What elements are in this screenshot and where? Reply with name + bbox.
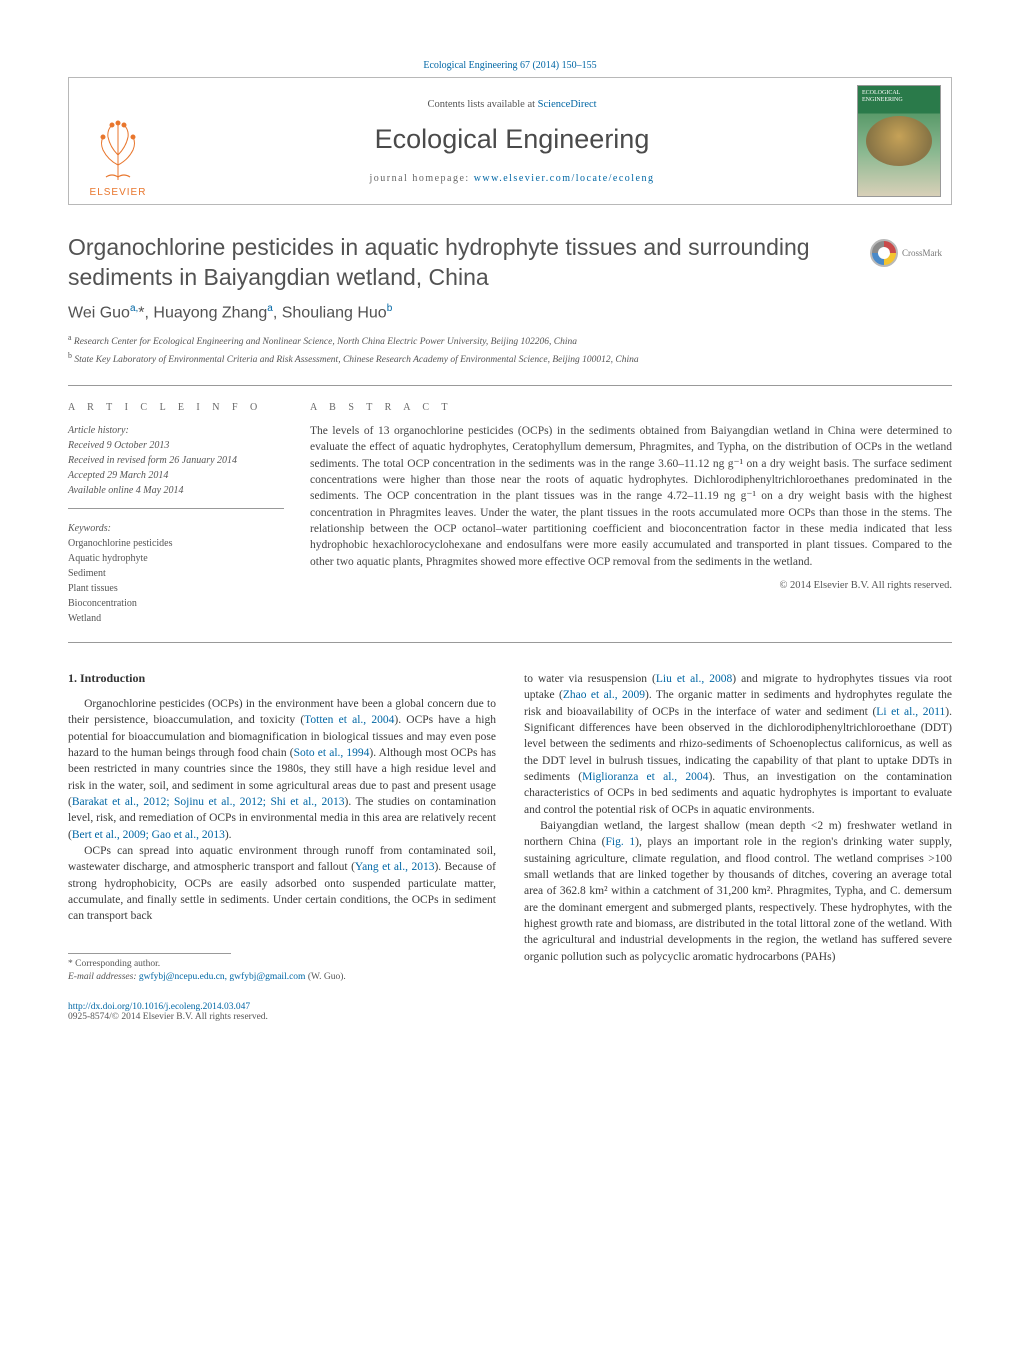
publisher-logo: ELSEVIER [69,78,167,204]
keyword: Bioconcentration [68,596,284,611]
author-list: Wei Guoa,*, Huayong Zhanga, Shouliang Hu… [68,303,952,322]
affiliation-a: a Research Center for Ecological Enginee… [68,332,952,349]
author-email-link[interactable]: gwfybj@ncepu.edu.cn, gwfybj@gmail.com [139,972,306,982]
crossmark-label: CrossMark [902,248,942,258]
footnote-divider [68,953,231,954]
crossmark-badge[interactable]: CrossMark [870,239,952,267]
journal-cover-thumbnail [857,85,941,197]
keyword: Aquatic hydrophyte [68,551,284,566]
affiliations: a Research Center for Ecological Enginee… [68,332,952,367]
keywords-heading: Keywords: [68,523,284,534]
keywords-list: Organochlorine pesticides Aquatic hydrop… [68,536,284,626]
keyword: Wetland [68,611,284,626]
affiliation-b: b State Key Laboratory of Environmental … [68,350,952,367]
doi-link[interactable]: http://dx.doi.org/10.1016/j.ecoleng.2014… [68,1002,250,1012]
publisher-name: ELSEVIER [90,187,147,198]
divider [68,642,952,643]
section-heading-introduction: 1. Introduction [68,671,496,686]
journal-header-box: ELSEVIER Contents lists available at Sci… [68,77,952,205]
journal-title: Ecological Engineering [167,124,857,155]
crossmark-icon [870,239,898,267]
issn-copyright: 0925-8574/© 2014 Elsevier B.V. All right… [68,1012,268,1022]
contents-lists-line: Contents lists available at ScienceDirec… [167,99,857,110]
page-footer: http://dx.doi.org/10.1016/j.ecoleng.2014… [68,1002,952,1022]
abstract-copyright: © 2014 Elsevier B.V. All rights reserved… [310,580,952,591]
body-paragraph: to water via resuspension (Liu et al., 2… [524,671,952,818]
keyword: Plant tissues [68,581,284,596]
abstract-heading: A B S T R A C T [310,402,952,413]
keyword: Organochlorine pesticides [68,536,284,551]
elsevier-tree-icon [88,115,148,185]
body-paragraph: Baiyangdian wetland, the largest shallow… [524,818,952,965]
keyword: Sediment [68,566,284,581]
running-header: Ecological Engineering 67 (2014) 150–155 [68,60,952,71]
article-history: Article history: Received 9 October 2013… [68,423,284,509]
body-paragraph: OCPs can spread into aquatic environment… [68,843,496,925]
corresponding-author-note: * Corresponding author. E-mail addresses… [68,958,496,985]
article-title: Organochlorine pesticides in aquatic hyd… [68,233,850,293]
article-info-heading: A R T I C L E I N F O [68,402,284,413]
abstract-text: The levels of 13 organochlorine pesticid… [310,423,952,570]
journal-homepage-link[interactable]: www.elsevier.com/locate/ecoleng [474,173,655,184]
sciencedirect-link[interactable]: ScienceDirect [538,99,597,110]
divider [68,385,952,386]
body-paragraph: Organochlorine pesticides (OCPs) in the … [68,696,496,843]
homepage-line: journal homepage: www.elsevier.com/locat… [167,173,857,184]
